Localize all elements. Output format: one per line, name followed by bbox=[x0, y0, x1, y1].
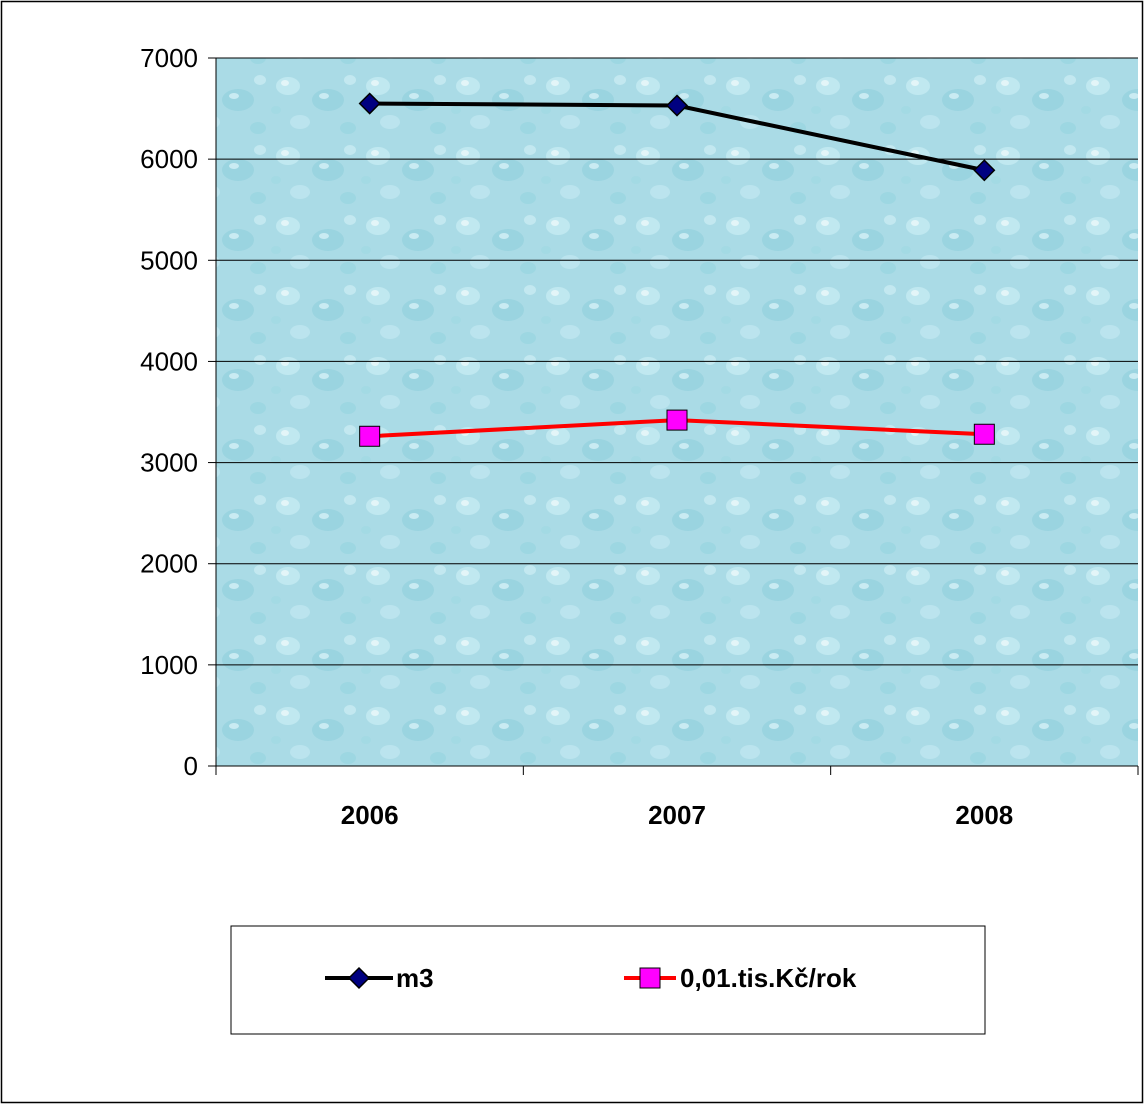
legend-marker bbox=[347, 966, 371, 990]
y-tick-label: 4000 bbox=[140, 346, 198, 376]
legend: m3 0,01.tis.Kč/rok bbox=[230, 925, 986, 1035]
y-tick-label: 3000 bbox=[140, 448, 198, 478]
data-point bbox=[973, 423, 995, 445]
y-tick-label: 2000 bbox=[140, 549, 198, 579]
y-tick-label: 1000 bbox=[140, 650, 198, 680]
data-point bbox=[666, 409, 688, 431]
legend-label: m3 bbox=[396, 963, 434, 993]
y-tick-label: 0 bbox=[184, 751, 198, 781]
data-point bbox=[665, 94, 689, 117]
data-point bbox=[973, 159, 996, 182]
y-tick-label: 6000 bbox=[140, 144, 198, 174]
series-2 bbox=[359, 409, 995, 447]
data-point bbox=[358, 92, 381, 115]
series-1 bbox=[358, 92, 996, 182]
legend-label: 0,01.tis.Kč/rok bbox=[680, 963, 857, 993]
x-tick-label: 2006 bbox=[341, 800, 399, 830]
y-tick-label: 7000 bbox=[140, 43, 198, 73]
data-point bbox=[359, 425, 381, 447]
legend-entry: m3 bbox=[325, 963, 434, 993]
y-tick-label: 5000 bbox=[140, 245, 198, 275]
x-tick-label: 2007 bbox=[648, 800, 706, 830]
x-tick-label: 2008 bbox=[955, 800, 1013, 830]
legend-entry: 0,01.tis.Kč/rok bbox=[624, 963, 857, 993]
axes: 0 1000 2000 3000 4000 5000 6000 7000 2006 2007 200… bbox=[140, 43, 1139, 830]
gridlines bbox=[216, 57, 1138, 666]
legend-marker bbox=[639, 967, 661, 989]
series-lines bbox=[358, 92, 996, 447]
